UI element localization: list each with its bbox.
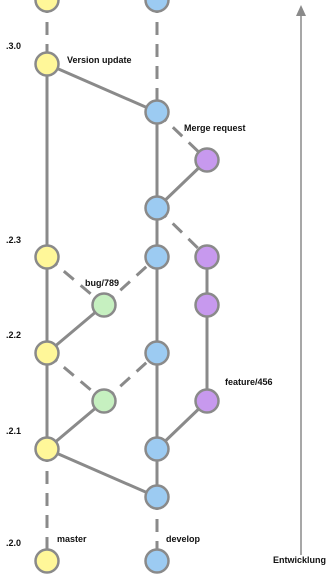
commit-node-master [34,340,60,366]
commit-node-master [34,51,60,77]
version-label-2-3: .2.3 [6,235,21,245]
bugfix-branch-label: bug/789 [85,278,119,288]
commit-node-develop [144,99,170,125]
commit-node-develop [144,436,170,462]
commit-node-develop [144,548,170,574]
version-label-2-1: .2.1 [6,426,21,436]
version-label-2-0: .2.0 [6,538,21,548]
commit-node-bugfix [91,292,117,318]
version-label-2-2: .2.2 [6,330,21,340]
edge-m21-d6 [46,447,158,499]
commit-node-feature [194,244,220,270]
commit-node-develop [144,0,170,13]
commit-node-develop [144,484,170,510]
time-axis-arrow-icon [296,5,306,16]
develop-branch-label: develop [166,534,201,544]
commit-node-feature [194,292,220,318]
commit-node-develop [144,244,170,270]
edge-m30-d1 [46,62,158,114]
commit-node-bugfix [91,388,117,414]
version-update-label: Version update [67,55,132,65]
master-branch-label: master [57,534,87,544]
commit-node-develop [144,340,170,366]
commit-node-feature [194,388,220,414]
feature-branch-label: feature/456 [225,377,273,387]
commit-node-feature [194,147,220,173]
branch-connections [45,0,209,561]
commit-node-master [34,548,60,574]
time-axis-label: Entwicklung [273,555,326,565]
commit-node-master [34,0,60,13]
commit-node-master [34,244,60,270]
commit-node-develop [144,195,170,221]
commit-nodes [34,0,220,574]
version-label-3-0: .3.0 [6,41,21,51]
merge-request-label: Merge request [184,123,246,133]
commit-node-master [34,436,60,462]
